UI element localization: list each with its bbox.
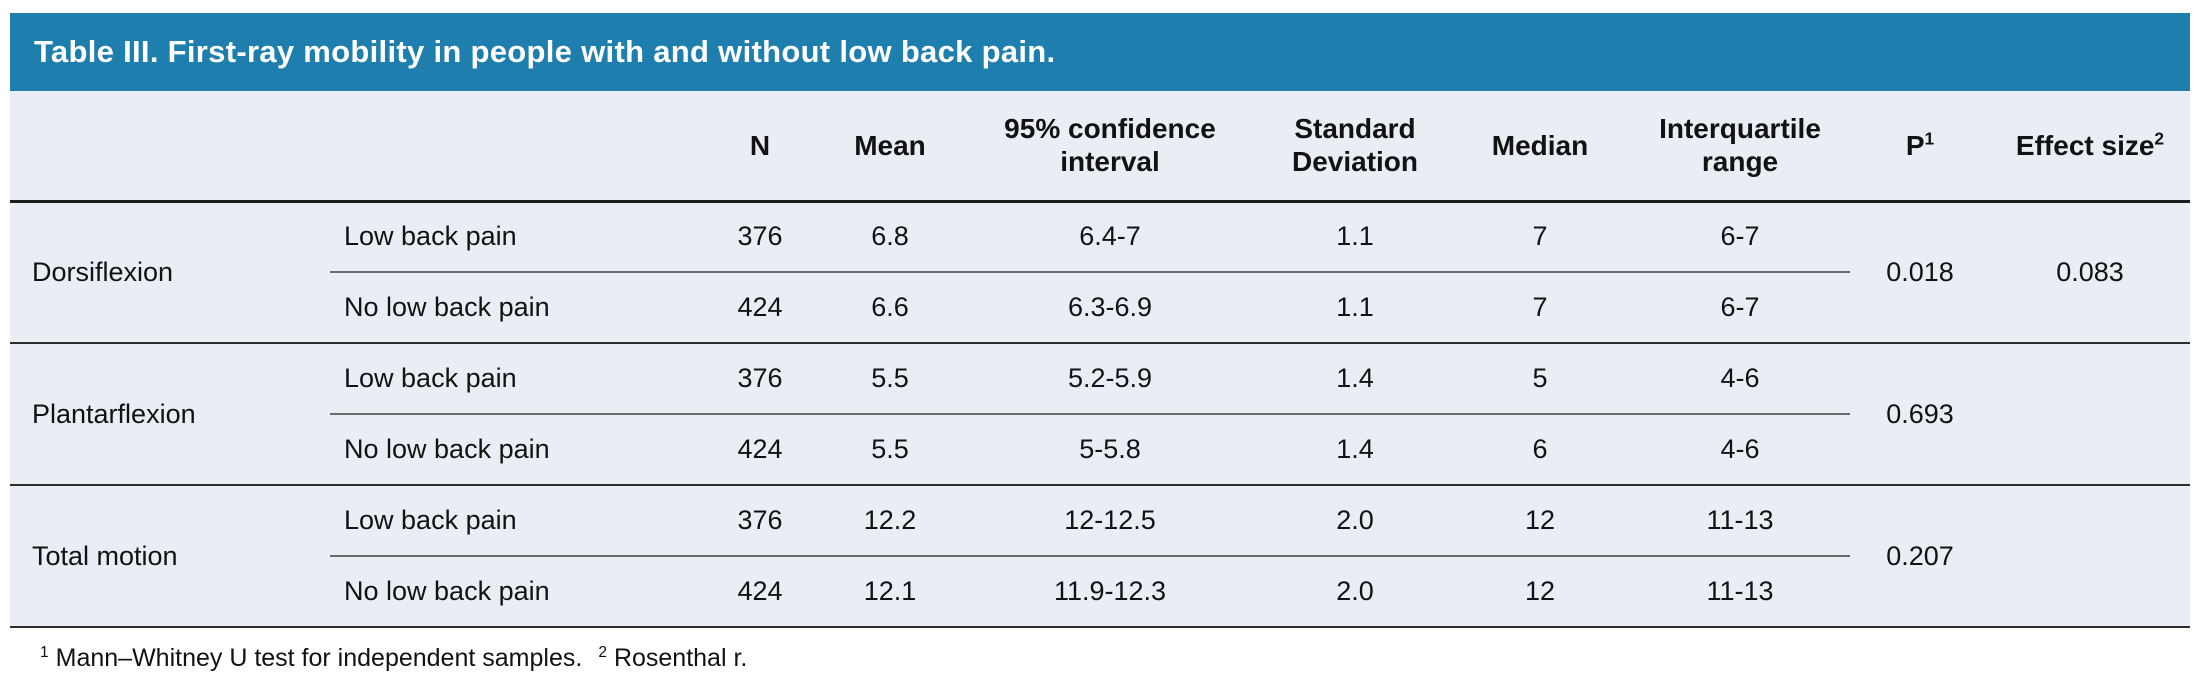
iqr-cell: 6-7	[1630, 272, 1850, 344]
condition-cell: No low back pain	[330, 556, 700, 628]
median-cell: 12	[1450, 485, 1630, 557]
iqr-cell: 4-6	[1630, 414, 1850, 486]
row-group-dorsiflexion: Dorsiflexion Low back pain 376 6.8 6.4-7…	[10, 201, 2190, 344]
first-ray-mobility-table: N Mean 95% confidence interval Standard …	[10, 91, 2190, 628]
table-title: Table III. First-ray mobility in people …	[34, 34, 1056, 69]
sd-cell: 2.0	[1260, 485, 1450, 557]
effect-size-cell	[1990, 485, 2190, 628]
col-header-n: N	[700, 91, 820, 203]
median-cell: 7	[1450, 201, 1630, 273]
col-header-rowlabel	[10, 91, 330, 203]
iqr-cell: 11-13	[1630, 485, 1850, 557]
effect-size-footnote-marker: 2	[2154, 128, 2165, 149]
table-row: Dorsiflexion Low back pain 376 6.8 6.4-7…	[10, 201, 2190, 344]
ci-cell: 5.2-5.9	[960, 343, 1260, 415]
n-cell: 424	[700, 556, 820, 628]
row-group-plantarflexion: Plantarflexion Low back pain 376 5.5 5.2…	[10, 343, 2190, 486]
col-header-p: P1	[1850, 91, 1990, 203]
sd-cell: 1.4	[1260, 414, 1450, 486]
sd-cell: 1.1	[1260, 272, 1450, 344]
n-cell: 424	[700, 414, 820, 486]
iqr-cell: 4-6	[1630, 343, 1850, 415]
mean-cell: 12.2	[820, 485, 960, 557]
row-group-label: Total motion	[10, 485, 330, 628]
col-header-mean: Mean	[820, 91, 960, 203]
footnote-text-2: Rosenthal r.	[613, 644, 748, 672]
condition-cell: No low back pain	[330, 414, 700, 486]
p-value-cell: 0.207	[1850, 485, 1990, 628]
sd-cell: 2.0	[1260, 556, 1450, 628]
col-header-interquartile-range: Interquartile range	[1630, 91, 1850, 203]
table-row: Total motion Low back pain 376 12.2 12-1…	[10, 485, 2190, 628]
effect-size-cell	[1990, 343, 2190, 486]
table-title-bar: Table III. First-ray mobility in people …	[10, 13, 2190, 91]
condition-cell: Low back pain	[330, 201, 700, 273]
ci-cell: 11.9-12.3	[960, 556, 1260, 628]
col-header-condition	[330, 91, 700, 203]
table-header-row: N Mean 95% confidence interval Standard …	[10, 91, 2190, 203]
table-row: No low back pain 424 5.5 5-5.8 1.4 6 4-6	[10, 414, 2190, 486]
col-header-median: Median	[1450, 91, 1630, 203]
p-value-cell: 0.693	[1850, 343, 1990, 486]
iqr-cell: 11-13	[1630, 556, 1850, 628]
mean-cell: 6.6	[820, 272, 960, 344]
col-header-confidence-interval: 95% confidence interval	[960, 91, 1260, 203]
n-cell: 376	[700, 201, 820, 273]
condition-cell: No low back pain	[330, 272, 700, 344]
footnote-marker-2: 2	[598, 643, 607, 661]
table-row: No low back pain 424 12.1 11.9-12.3 2.0 …	[10, 556, 2190, 628]
median-cell: 6	[1450, 414, 1630, 486]
condition-cell: Low back pain	[330, 485, 700, 557]
mean-cell: 5.5	[820, 414, 960, 486]
n-cell: 424	[700, 272, 820, 344]
median-cell: 7	[1450, 272, 1630, 344]
ci-cell: 12-12.5	[960, 485, 1260, 557]
footnote-text-1: Mann–Whitney U test for independent samp…	[55, 644, 583, 672]
n-cell: 376	[700, 485, 820, 557]
footnote-marker-1: 1	[40, 643, 49, 661]
mean-cell: 12.1	[820, 556, 960, 628]
ci-cell: 5-5.8	[960, 414, 1260, 486]
ci-cell: 6.3-6.9	[960, 272, 1260, 344]
sd-cell: 1.1	[1260, 201, 1450, 273]
table-footnote: 1 Mann–Whitney U test for independent sam…	[10, 628, 2190, 673]
col-header-standard-deviation: Standard Deviation	[1260, 91, 1450, 203]
mean-cell: 5.5	[820, 343, 960, 415]
row-group-label: Plantarflexion	[10, 343, 330, 486]
table-row: No low back pain 424 6.6 6.3-6.9 1.1 7 6…	[10, 272, 2190, 344]
col-header-effect-size: Effect size2	[1990, 91, 2190, 203]
median-cell: 5	[1450, 343, 1630, 415]
row-group-total-motion: Total motion Low back pain 376 12.2 12-1…	[10, 485, 2190, 628]
row-group-label: Dorsiflexion	[10, 201, 330, 344]
effect-size-cell: 0.083	[1990, 201, 2190, 344]
ci-cell: 6.4-7	[960, 201, 1260, 273]
table-row: Plantarflexion Low back pain 376 5.5 5.2…	[10, 343, 2190, 486]
p-value-cell: 0.018	[1850, 201, 1990, 344]
sd-cell: 1.4	[1260, 343, 1450, 415]
median-cell: 12	[1450, 556, 1630, 628]
n-cell: 376	[700, 343, 820, 415]
condition-cell: Low back pain	[330, 343, 700, 415]
mean-cell: 6.8	[820, 201, 960, 273]
iqr-cell: 6-7	[1630, 201, 1850, 273]
p-footnote-marker: 1	[1924, 128, 1935, 149]
